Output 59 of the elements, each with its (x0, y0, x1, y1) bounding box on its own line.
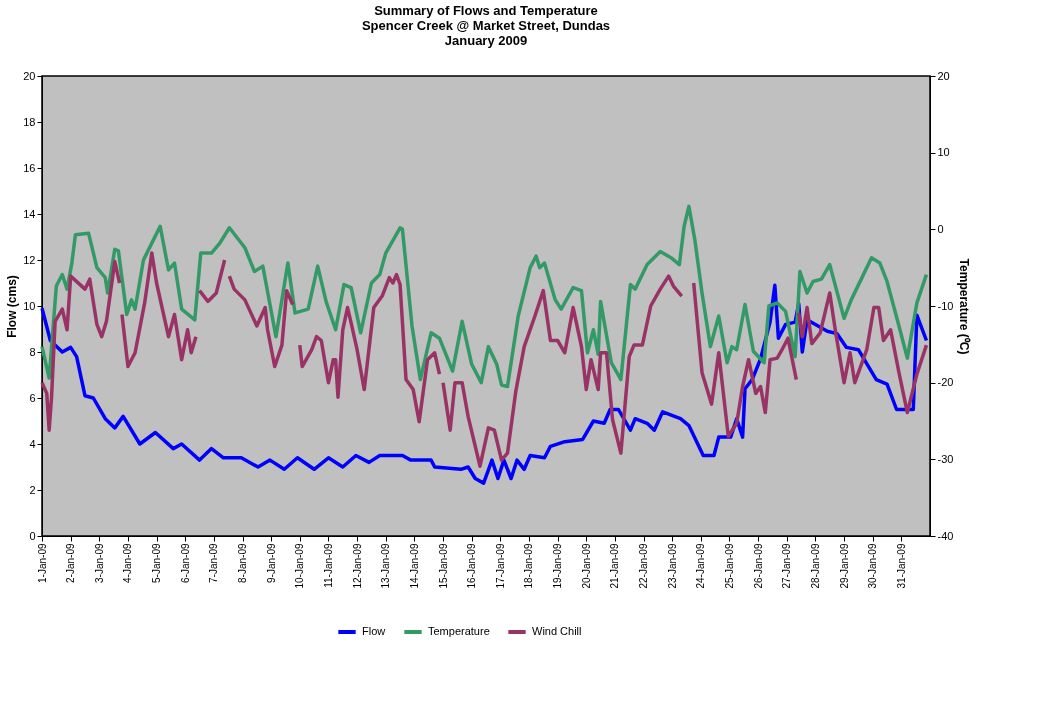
x-tick-label: 24-Jan-09 (695, 543, 707, 589)
y-tick-label: 16 (23, 161, 36, 174)
line-series (40, 204, 929, 389)
x-tick-label: 20-Jan-09 (580, 543, 592, 589)
y-tick-label: 14 (23, 207, 36, 220)
y2-axis-title: Temperature (⁰C) (957, 258, 972, 355)
x-tick-label: 11-Jan-09 (322, 543, 334, 588)
x-tick-label: 5-Jan-09 (151, 543, 163, 583)
y2-tick-label: 20 (937, 69, 950, 82)
x-tick-label: 28-Jan-09 (809, 543, 821, 589)
y-tick-label: 20 (23, 69, 36, 82)
x-tick-label: 8-Jan-09 (237, 543, 249, 583)
y2-tick-label: -20 (937, 376, 954, 389)
x-tick-label: 30-Jan-09 (867, 543, 879, 589)
y-tick-label: 8 (29, 345, 36, 358)
x-tick-label: 1-Jan-09 (36, 543, 48, 583)
x-tick-label: 3-Jan-09 (93, 543, 105, 583)
y2-tick-label: -10 (937, 299, 954, 312)
x-tick-label: 2-Jan-09 (65, 543, 77, 583)
text: Summary of Flows and Temperature (374, 3, 598, 18)
x-tick-label: 17-Jan-09 (494, 543, 506, 589)
x-tick-label: 4-Jan-09 (122, 543, 134, 583)
y2-tick-label: -30 (937, 452, 954, 465)
x-tick-label: 15-Jan-09 (437, 543, 449, 589)
x-tick-label: 12-Jan-09 (351, 543, 363, 589)
y2-tick-label: 10 (937, 146, 950, 159)
x-tick-label: 9-Jan-09 (265, 543, 277, 583)
x-tick-label: 10-Jan-09 (294, 543, 306, 589)
y2-tick-label: 0 (937, 222, 944, 235)
x-tick-label: 14-Jan-09 (408, 543, 420, 589)
y-tick-label: 12 (23, 253, 36, 266)
x-tick-label: 27-Jan-09 (781, 543, 793, 589)
x-tick-label: 6-Jan-09 (179, 543, 191, 583)
x-tick-label: 26-Jan-09 (752, 543, 764, 589)
y-tick-label: 2 (29, 483, 36, 496)
y2-tick-label: -40 (937, 529, 954, 542)
x-tick-label: 25-Jan-09 (723, 543, 735, 589)
x-tick-label: 23-Jan-09 (666, 543, 678, 589)
x-tick-label: 7-Jan-09 (208, 543, 220, 583)
legend-label: Temperature (428, 625, 490, 637)
x-tick-label: 13-Jan-09 (380, 543, 392, 589)
y-tick-label: 4 (29, 437, 36, 450)
y-tick-label: 6 (29, 391, 36, 404)
y-tick-label: 0 (29, 529, 36, 542)
x-tick-label: 31-Jan-09 (895, 543, 907, 589)
x-tick-label: 19-Jan-09 (552, 543, 564, 589)
y-axis-title: Flow (cms) (5, 275, 20, 338)
x-tick-label: 21-Jan-09 (609, 543, 621, 589)
y-tick-label: 10 (23, 299, 36, 312)
legend-label: Flow (362, 625, 386, 637)
x-tick-label: 18-Jan-09 (523, 543, 535, 589)
text: January 2009 (444, 33, 528, 48)
legend-label: Wind Chill (532, 625, 582, 637)
x-tick-label: 16-Jan-09 (466, 543, 478, 589)
text: Spencer Creek @ Market Street, Dundas (361, 18, 611, 33)
y-tick-label: 18 (23, 115, 36, 128)
x-tick-label: 22-Jan-09 (638, 543, 650, 589)
line-series (40, 283, 929, 485)
x-tick-label: 29-Jan-09 (838, 543, 850, 589)
